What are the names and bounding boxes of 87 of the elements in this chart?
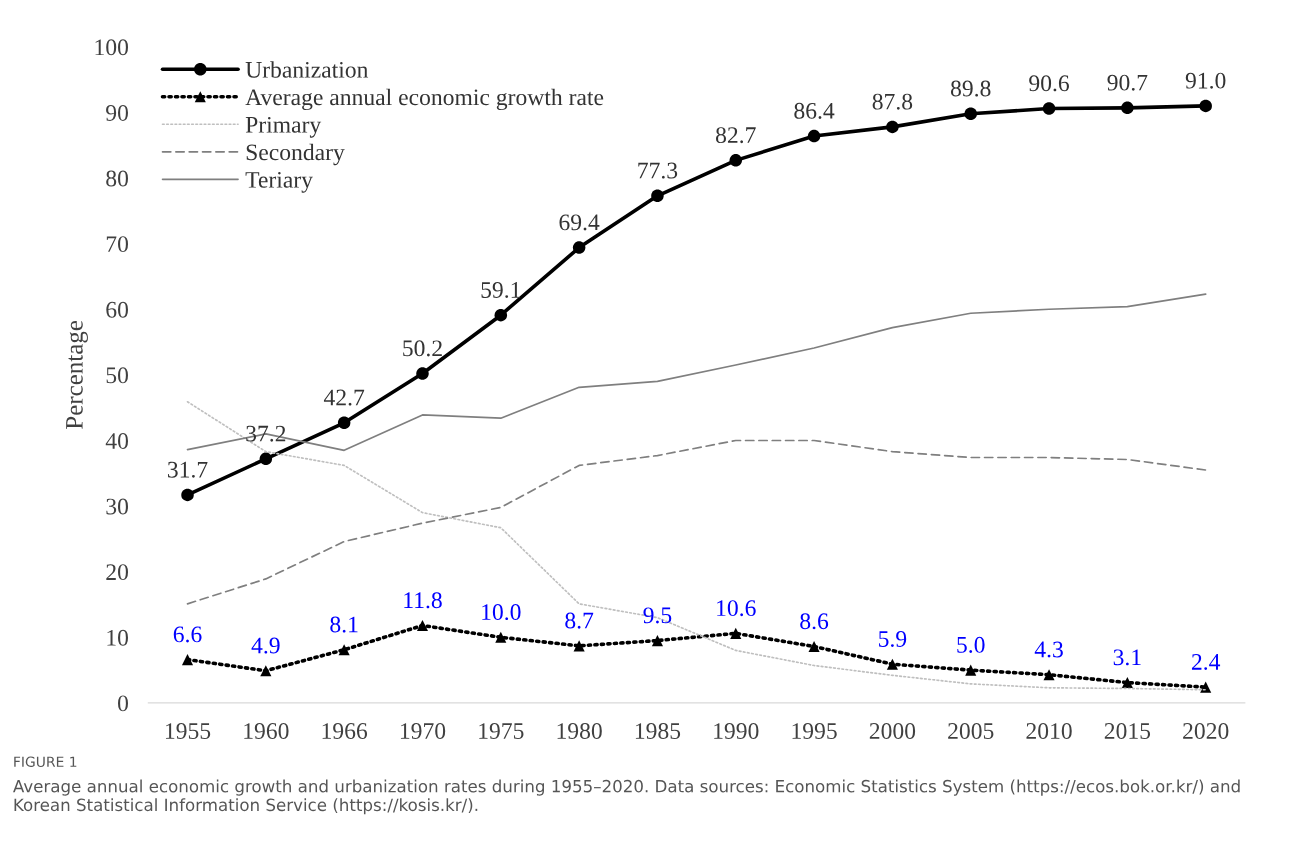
- point: [1199, 99, 1212, 113]
- data-label: 2.4: [1191, 653, 1221, 670]
- data-label: 50.2: [403, 340, 442, 357]
- data-label: 8.1: [330, 616, 358, 633]
- point: [651, 635, 663, 647]
- x-tick-label: 1970: [400, 723, 446, 739]
- data-label: 59.1: [481, 282, 521, 298]
- data-label: 8.6: [800, 613, 829, 630]
- point: [964, 107, 977, 121]
- x-tick-label: 2005: [948, 723, 994, 739]
- text: Average annual economic growth and urbanization rates during 1955–2020. Data sources: Economic Statistics System (https://ecos.bok.or.kr/) and Korean Statistical Information Service (https://kosis.kr/).: [13, 779, 1240, 815]
- x-tick-label: 1966: [322, 723, 368, 739]
- data-label: 10.0: [482, 604, 521, 621]
- y-tick-label: 100: [95, 39, 129, 56]
- y-tick-label: 10: [107, 629, 129, 646]
- data-label: 90.7: [1107, 74, 1148, 91]
- y-tick-label: 50: [106, 367, 129, 384]
- point: [1042, 102, 1056, 115]
- y-tick-label: 90: [106, 104, 129, 121]
- data-label: 77.3: [638, 162, 678, 179]
- point: [416, 619, 429, 632]
- x-tick-label: 2020: [1183, 723, 1229, 739]
- data-label: 31.7: [167, 461, 208, 478]
- data-label: 5.9: [879, 631, 907, 647]
- data-label: 82.7: [716, 127, 756, 144]
- legend-label: Average annual economic growth rate: [245, 88, 604, 111]
- point: [1043, 669, 1055, 681]
- data-label: 8.7: [565, 612, 594, 629]
- point: [495, 631, 507, 643]
- data-label: 90.6: [1029, 75, 1069, 92]
- data-label: 89.8: [950, 80, 991, 97]
- caption: FIGURE 1: [14, 756, 77, 767]
- data-label: 86.4: [794, 102, 835, 119]
- point: [572, 241, 586, 254]
- y-tick-label: 70: [106, 236, 129, 253]
- y-axis-title: Percentage: [66, 320, 88, 429]
- x-tick-label: 1975: [479, 723, 524, 739]
- data-label: 10.6: [717, 600, 756, 617]
- point: [259, 452, 273, 466]
- data-label: 4.9: [251, 637, 280, 654]
- data-label: 9.5: [643, 607, 672, 624]
- data-label: 4.3: [1034, 641, 1063, 658]
- x-tick-label: 1990: [714, 723, 759, 739]
- y-tick-label: 0: [118, 695, 129, 712]
- legend-label: Urbanization: [245, 61, 369, 78]
- point: [573, 640, 585, 652]
- legend-label: Secondary: [246, 143, 345, 166]
- data-label: 69.4: [559, 214, 600, 231]
- point: [808, 640, 820, 653]
- x-tick-label: 2015: [1104, 723, 1151, 739]
- x-tick-label: 2010: [1026, 723, 1072, 739]
- point: [416, 367, 429, 380]
- point: [181, 488, 194, 502]
- data-label: 5.0: [957, 636, 985, 653]
- point: [651, 189, 664, 203]
- data-label: 3.1: [1113, 649, 1141, 666]
- point: [494, 308, 508, 322]
- x-tick-label: 1955: [165, 723, 211, 739]
- data-label: 42.7: [323, 389, 365, 406]
- point: [338, 644, 350, 656]
- x-tick-label: 1985: [635, 723, 681, 739]
- y-tick-label: 60: [106, 301, 129, 318]
- x-tick-label: 1980: [557, 723, 602, 739]
- point: [1200, 681, 1212, 693]
- y-tick-label: 40: [105, 432, 129, 449]
- legend-label: Primary: [245, 116, 322, 138]
- y-tick-label: 20: [106, 564, 129, 581]
- data-label: 6.6: [173, 626, 202, 643]
- point: [886, 658, 898, 670]
- point: [729, 154, 743, 167]
- point: [181, 654, 194, 666]
- x-tick-label: 2000: [869, 723, 916, 739]
- data-label: 87.8: [872, 93, 913, 110]
- y-tick-label: 30: [106, 498, 129, 515]
- legend-label: Teriary: [245, 171, 313, 193]
- x-tick-label: 1995: [792, 723, 837, 739]
- x-tick-label: 1960: [244, 723, 289, 739]
- point: [337, 416, 351, 430]
- point: [965, 664, 977, 676]
- point: [807, 129, 821, 143]
- point: [1121, 677, 1133, 689]
- point: [1121, 101, 1134, 115]
- point: [730, 627, 742, 639]
- data-label: 91.0: [1185, 72, 1226, 89]
- y-tick-label: 80: [106, 170, 129, 187]
- data-label: 11.8: [404, 592, 442, 609]
- point: [886, 120, 899, 134]
